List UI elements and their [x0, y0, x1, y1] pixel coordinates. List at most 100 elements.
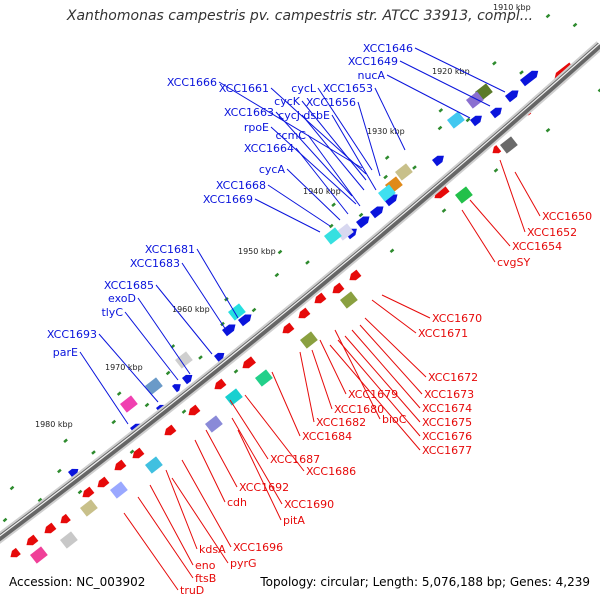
- leader-line: [357, 101, 381, 177]
- leader-line: [399, 60, 491, 107]
- leader-line: [381, 294, 431, 319]
- leader-line: [181, 262, 227, 331]
- ruler-tick: [328, 223, 334, 229]
- gene-label: XCC1653: [323, 82, 373, 95]
- kbp-label: 1930 kbp: [367, 127, 405, 136]
- leader-line: [124, 311, 179, 381]
- kbp-label: 1920 kbp: [432, 67, 470, 76]
- kbp-label: 1960 kbp: [172, 305, 210, 314]
- reverse-gene: [60, 513, 71, 524]
- kbp-label: 1970 kbp: [105, 363, 143, 372]
- feature-block: [447, 111, 465, 129]
- gene-label: ccmC: [276, 129, 307, 142]
- gene-label: XCC1674: [422, 402, 472, 415]
- leader-line: [267, 184, 331, 227]
- leader-line: [254, 198, 321, 233]
- gene-label: XCC1681: [145, 243, 195, 256]
- kbp-label: 1910 kbp: [493, 3, 531, 12]
- leader-line: [307, 134, 361, 207]
- leader-line: [311, 349, 333, 410]
- gene-label: XCC1696: [233, 541, 283, 554]
- genome-backbone: [0, 41, 600, 544]
- gene-label: XCC1668: [216, 179, 266, 192]
- ruler-tick: [572, 22, 578, 28]
- ruler-tick: [545, 127, 551, 133]
- leader-line: [171, 477, 229, 564]
- ruler-tick: [63, 438, 68, 444]
- ruler-tick: [77, 489, 83, 495]
- ruler-tick: [493, 168, 499, 173]
- ruler-tick: [383, 174, 388, 180]
- ruler-tick: [412, 165, 417, 170]
- feature-block: [80, 499, 98, 517]
- gene-label: kdsA: [199, 543, 226, 556]
- feature-block: [225, 388, 243, 406]
- leader-line: [371, 299, 417, 334]
- ruler-tick: [233, 369, 239, 374]
- kbp-label: 1980 kbp: [35, 420, 73, 429]
- leader-line: [275, 111, 353, 197]
- forward-gene: [490, 107, 502, 119]
- gene-label: XCC1687: [270, 453, 320, 466]
- gene-label: XCC1676: [422, 430, 472, 443]
- feature-block: [255, 369, 273, 387]
- feature-block: [30, 546, 48, 564]
- feature-block: [378, 184, 396, 202]
- gene-label: XCC1666: [167, 76, 217, 89]
- reverse-gene: [434, 185, 450, 199]
- feature-block: [205, 415, 223, 433]
- gene-label: XCC1672: [428, 371, 478, 384]
- leader-line: [461, 209, 496, 263]
- kbp-label: 1950 kbp: [238, 247, 276, 256]
- ruler-tick: [492, 60, 497, 66]
- leader-line: [205, 429, 238, 488]
- leader-line: [79, 351, 129, 425]
- feature-block: [466, 91, 484, 109]
- ruler-tick: [9, 485, 15, 491]
- map-title: Xanthomonas campestris pv. campestris st…: [66, 8, 534, 24]
- gene-label: XCC1652: [527, 226, 577, 239]
- gene-label: dsbE: [303, 109, 330, 122]
- ruler-tick: [198, 355, 203, 360]
- leader-line: [237, 429, 282, 521]
- reverse-gene: [188, 404, 201, 416]
- forward-gene: [432, 155, 444, 167]
- reverse-gene: [214, 378, 227, 390]
- reverse-gene: [82, 486, 95, 498]
- gene-label: XCC1669: [203, 193, 253, 206]
- ruler-tick: [181, 409, 187, 414]
- feature-block: [228, 303, 246, 321]
- leader-line: [123, 512, 179, 591]
- gene-label: XCC1673: [424, 388, 474, 401]
- reverse-gene: [349, 269, 362, 281]
- leader-line: [137, 297, 191, 375]
- gene-label: XCC1682: [316, 416, 366, 429]
- leader-line: [98, 333, 159, 403]
- forward-gene: [370, 206, 384, 219]
- gene-label: cycL: [291, 82, 317, 95]
- forward-gene: [505, 90, 519, 103]
- gene-label: XCC1690: [284, 498, 334, 511]
- forward-gene: [470, 115, 482, 127]
- ruler-tick: [129, 449, 135, 455]
- ruler-tick: [165, 370, 171, 376]
- reverse-gene: [164, 424, 177, 436]
- gene-label: XCC1683: [130, 257, 180, 270]
- reverse-gene: [26, 534, 39, 546]
- leader-line: [270, 126, 357, 205]
- leader-line: [344, 335, 421, 423]
- gene-label: XCC1670: [432, 312, 482, 325]
- forward-gene: [356, 216, 370, 229]
- genome-summary-text: Topology: circular; Length: 5,076,188 bp…: [260, 575, 590, 589]
- reverse-gene: [314, 292, 327, 304]
- forward-gene: [520, 70, 539, 87]
- leader-line: [149, 484, 194, 566]
- ruler-tick: [597, 88, 600, 93]
- leader-line: [351, 329, 421, 409]
- gene-label: cycA: [259, 163, 286, 176]
- ruler-tick: [358, 212, 364, 218]
- gene-label: XCC1680: [334, 403, 384, 416]
- accession-text: Accession: NC_003902: [9, 575, 146, 589]
